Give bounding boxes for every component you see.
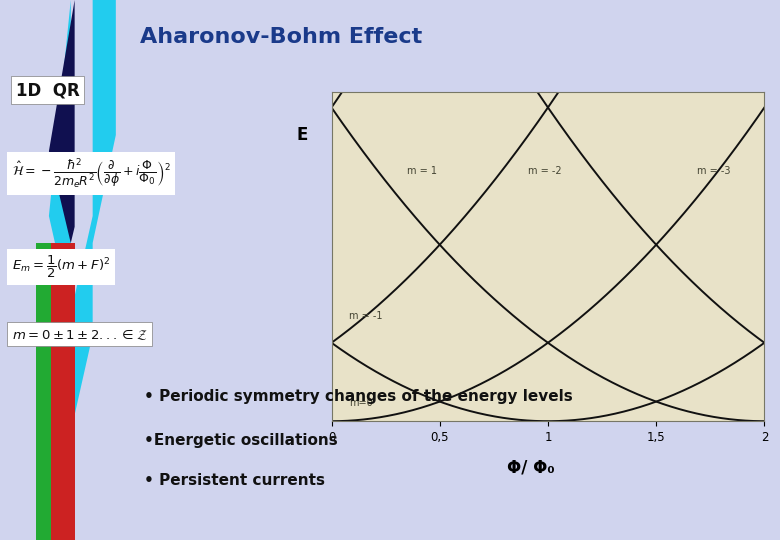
PathPatch shape — [49, 0, 75, 243]
Text: • Periodic symmetry changes of the energy levels: • Periodic symmetry changes of the energ… — [144, 389, 573, 404]
Text: m=0: m=0 — [349, 398, 373, 408]
FancyBboxPatch shape — [36, 243, 51, 540]
Text: • Persistent currents: • Persistent currents — [144, 473, 325, 488]
Text: 1D  QR: 1D QR — [16, 81, 80, 99]
Text: $\hat{\mathcal{H}} = -\dfrac{\hbar^2}{2m_e R^2}\left(\dfrac{\partial}{\partial\p: $\hat{\mathcal{H}} = -\dfrac{\hbar^2}{2m… — [12, 157, 170, 191]
Text: m = -2: m = -2 — [529, 166, 562, 176]
Text: m = 1: m = 1 — [407, 166, 438, 176]
Text: $m = 0 \pm 1 \pm 2... \in \mathcal{Z}$: $m = 0 \pm 1 \pm 2... \in \mathcal{Z}$ — [12, 327, 147, 342]
Text: m = -3: m = -3 — [697, 166, 731, 176]
Text: E: E — [296, 126, 308, 144]
Text: Φ/ Φ₀: Φ/ Φ₀ — [507, 458, 555, 476]
Text: $E_m = \dfrac{1}{2}(m + F)^2$: $E_m = \dfrac{1}{2}(m + F)^2$ — [12, 254, 110, 280]
Text: Aharonov-Bohm Effect: Aharonov-Bohm Effect — [140, 27, 423, 47]
Text: •Energetic oscillations: •Energetic oscillations — [144, 433, 338, 448]
Text: m = -1: m = -1 — [349, 311, 382, 321]
FancyBboxPatch shape — [51, 243, 75, 540]
PathPatch shape — [49, 0, 116, 432]
